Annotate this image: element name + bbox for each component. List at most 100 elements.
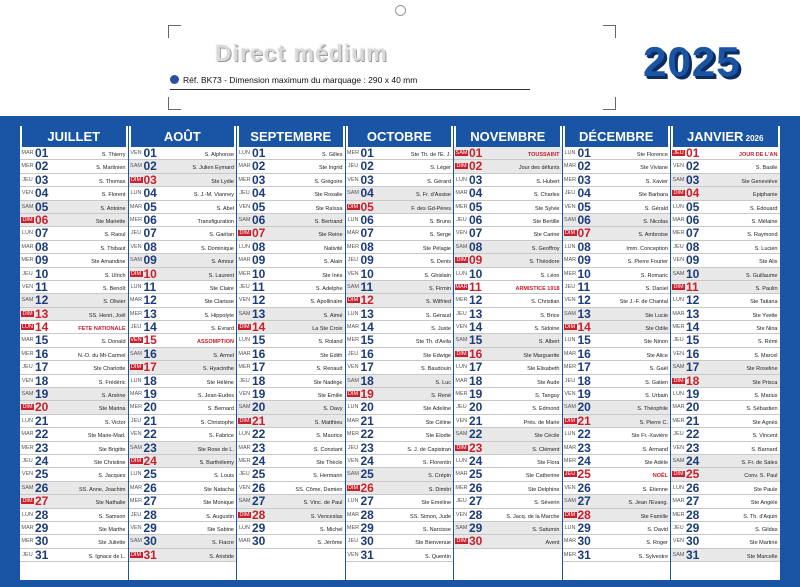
day-name: DIM [346, 203, 360, 210]
saint-name: S. Hubert [536, 178, 560, 185]
saint-name: S. Gildas [755, 526, 778, 533]
saint-name: Ste Edwige [423, 352, 451, 359]
day-row: MER 09 Ste Amandine [20, 254, 128, 268]
saint-name: S. Armand [642, 446, 668, 453]
day-name: MAR [346, 230, 360, 237]
saint-name: Ste Juliette [98, 540, 126, 547]
saint-name: S. Edouard [749, 205, 778, 212]
saint-name: S. Léger [430, 165, 451, 172]
day-name: DIM [455, 257, 468, 264]
day-row: MER 10 S. Romaric [562, 267, 670, 281]
day-name: LUN [564, 337, 576, 344]
day-number: 11 [143, 279, 157, 294]
day-number: 13 [35, 306, 49, 321]
saint-name: S. Thomas [99, 178, 126, 185]
day-number: 30 [686, 534, 700, 549]
day-number: 15 [35, 333, 49, 348]
day-name: VEN [238, 203, 251, 210]
saint-name: S. Frédéric [98, 379, 126, 386]
day-row: LUN 22 S. Maurice [237, 428, 345, 442]
day-number: 15 [686, 333, 700, 348]
day-number: 26 [35, 480, 49, 495]
day-row: JEU 29 S. Gildas [671, 521, 780, 536]
day-number: 25 [360, 467, 374, 482]
day-name: VEN [238, 391, 251, 398]
crop-mark [603, 97, 616, 110]
day-name: LUN [564, 243, 576, 250]
day-row: VEN 26 S. Etienne [562, 481, 670, 496]
day-name: VEN [672, 350, 685, 357]
saint-name: Ste Brigitte [98, 446, 126, 453]
saint-name: S. Fabrice [208, 433, 234, 440]
day-number: 28 [143, 507, 157, 522]
day-row: LUN 15 Ste Ninon [562, 334, 670, 348]
day-row: LUN 12 Ste Tatiana [671, 294, 780, 308]
day-row: MAR 11 ARMISTICE 1918 [454, 280, 562, 295]
day-row: DIM 16 Ste Marguerite [454, 347, 562, 362]
day-number: 29 [577, 520, 591, 535]
saint-name: S. Matthieu [314, 419, 343, 426]
day-number: 01 [360, 146, 374, 160]
day-name: SAM [564, 498, 576, 505]
day-number: 30 [252, 534, 266, 549]
day-number: 25 [577, 467, 591, 482]
day-number: 04 [577, 186, 591, 201]
day-number: 02 [686, 159, 700, 174]
day-name: MAR [21, 243, 34, 250]
day-name: SAM [672, 457, 685, 464]
day-name: MER [238, 364, 251, 371]
day-row: SAM 11 S. Firmin [345, 280, 453, 295]
day-number: 18 [35, 373, 49, 388]
day-row: SAM 06 S. Bertrand [237, 213, 345, 228]
saint-name: S. Vinc. de Paul [303, 500, 343, 507]
saint-name: S. Etienne [642, 486, 668, 493]
day-row: MER 21 Ste Agnès [671, 414, 780, 429]
day-number: 24 [360, 453, 374, 468]
saint-name: S. Ghislain [424, 272, 451, 279]
saint-name: Ste Aude [537, 379, 560, 386]
day-row: JEU 21 S. Christophe [128, 414, 236, 429]
saint-name: S. Pierre Fourier [627, 259, 668, 266]
day-name: MER [129, 404, 143, 411]
saint-name: S. Victor [104, 419, 126, 426]
saint-name: Ste Yvette [752, 312, 778, 319]
day-row: SAM 15 S. Albert [454, 334, 562, 348]
day-name: MAR [129, 297, 143, 304]
day-row: DIM 28 Ste Famille [562, 508, 670, 522]
day-row: MER 03 S. Xavier [562, 173, 670, 188]
saint-name: Ste Agnès [752, 419, 778, 426]
saint-name: Epiphanie [753, 192, 778, 199]
day-row: SAM 09 S. Amour [128, 254, 236, 268]
day-number: 23 [360, 440, 374, 455]
day-number: 04 [35, 186, 49, 201]
saint-name: S. Nicolas [643, 218, 668, 225]
day-number: 01 [469, 146, 483, 160]
day-name: SAM [21, 203, 34, 210]
day-row: SAM 13 S. Aimé [237, 307, 345, 322]
day-name: MAR [21, 524, 34, 531]
day-name: JEU [130, 511, 142, 518]
saint-name: S. Arsène [101, 393, 126, 400]
day-number: 16 [143, 346, 157, 361]
day-row: MAR 30 S. Roger [562, 535, 670, 549]
day-number: 05 [469, 199, 483, 214]
day-number: 27 [143, 494, 157, 509]
day-number: 09 [469, 253, 483, 268]
day-name: LUN [347, 310, 359, 317]
day-row: JEU 04 Ste Barbara [562, 186, 670, 201]
day-name: JEU [239, 283, 250, 290]
day-number: 03 [252, 172, 266, 187]
saint-name: S. Roland [318, 339, 343, 346]
saint-name: S. Thibaut [100, 245, 126, 252]
day-number: 24 [252, 453, 266, 468]
day-row: DIM 03 Ste Lydie [128, 173, 236, 188]
saint-name: Imm. Conception [626, 245, 668, 252]
day-number: 17 [469, 360, 483, 375]
day-row: SAM 20 S. Davy [237, 401, 345, 415]
day-row: LUN 03 S. Hubert [454, 173, 562, 188]
day-number: 29 [252, 520, 266, 535]
day-row: SAM 24 S. Fr. de Sales [671, 454, 780, 469]
day-number: 14 [360, 320, 374, 335]
day-row: LUN 22 Ste Fr.-Xavière [562, 428, 670, 442]
day-row: DIM 04 Epiphanie [671, 187, 780, 201]
